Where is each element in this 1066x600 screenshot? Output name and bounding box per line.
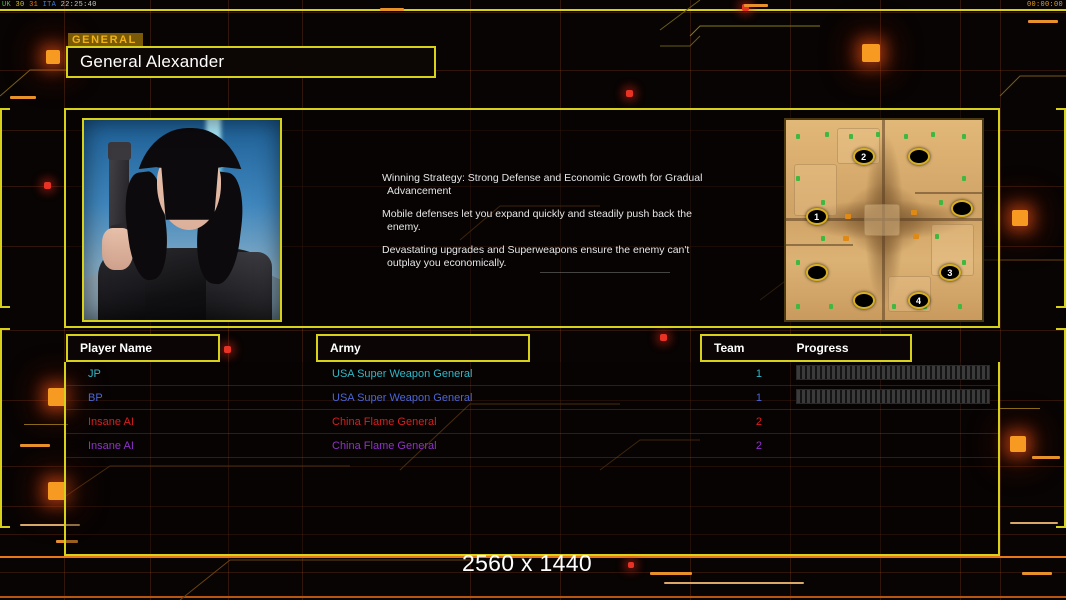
player-army: USA Super Weapon General [332, 391, 473, 404]
glow-marker-red [44, 182, 51, 189]
strategy-line: Winning Strategy: Strong Defense and Eco… [382, 172, 703, 197]
column-header-team-progress[interactable]: Team Progress [700, 334, 912, 362]
map-start-position [907, 148, 930, 165]
player-list: JP USA Super Weapon General 1 BP USA Super W… [64, 362, 1000, 556]
column-header-army[interactable]: Army [316, 334, 530, 362]
table-row[interactable]: Insane AI China Flame General 2 [66, 410, 998, 434]
general-portrait [82, 118, 282, 322]
strategy-description: Winning Strategy: Strong Defense and Eco… [382, 172, 712, 273]
glow-marker-red [224, 346, 231, 353]
player-army: China Flame General [332, 415, 437, 428]
player-team: 1 [755, 391, 762, 404]
column-header-label: Army [330, 341, 361, 355]
player-team: 1 [755, 367, 762, 380]
resolution-label: 2560 x 1440 [462, 550, 592, 576]
readout-ita: ITA [42, 1, 57, 9]
column-header-label-team: Team [714, 341, 745, 355]
readout-30: 30 [15, 1, 25, 9]
readout-uk: UK [2, 1, 12, 9]
strategy-line: Devastating upgrades and Superweapons en… [382, 244, 690, 269]
map-start-position: 3 [938, 264, 961, 281]
map-start-position [805, 264, 828, 281]
player-army: China Flame General [332, 439, 437, 452]
map-start-position: 2 [852, 148, 875, 165]
player-team: 2 [755, 439, 762, 452]
map-start-position [950, 200, 973, 217]
table-row[interactable]: Insane AI China Flame General 2 [66, 434, 998, 458]
glow-marker [1012, 210, 1028, 226]
general-info-panel: Winning Strategy: Strong Defense and Eco… [64, 108, 1000, 328]
player-name: JP [88, 367, 101, 380]
map-start-position: 4 [907, 292, 930, 309]
player-progress-bar [796, 365, 990, 380]
glow-marker-red [742, 4, 749, 11]
player-team: 2 [755, 415, 762, 428]
glow-marker [46, 50, 60, 64]
player-army: USA Super Weapon General [332, 367, 473, 380]
table-row[interactable]: JP USA Super Weapon General 1 [66, 362, 998, 386]
column-header-label: Player Name [80, 341, 153, 355]
glow-marker [1010, 436, 1026, 452]
player-name: BP [88, 391, 103, 404]
mission-timer: 00:00:00 [1026, 1, 1063, 9]
column-header-label-progress: Progress [796, 341, 849, 355]
general-name-box[interactable]: General Alexander [66, 46, 436, 78]
strategy-line: Mobile defenses let you expand quickly a… [382, 208, 692, 233]
general-name: General Alexander [80, 52, 225, 71]
strategy-divider [540, 272, 670, 273]
glow-marker-red [626, 90, 633, 97]
table-row[interactable]: BP USA Super Weapon General 1 [66, 386, 998, 410]
glow-marker-red [660, 334, 667, 341]
map-start-position: 1 [805, 208, 828, 225]
general-label: GENERAL [68, 33, 143, 47]
player-name: Insane AI [88, 439, 134, 452]
status-readout-left: UK 30 31 ITA 22:25:40 [2, 1, 97, 10]
map-start-position [852, 292, 875, 309]
glow-marker-red [628, 562, 634, 568]
player-name: Insane AI [88, 415, 134, 428]
readout-clock: 22:25:40 [60, 1, 97, 9]
readout-31: 31 [29, 1, 39, 9]
glow-marker [862, 44, 880, 62]
column-header-player-name[interactable]: Player Name [66, 334, 220, 362]
player-progress-bar [796, 389, 990, 404]
